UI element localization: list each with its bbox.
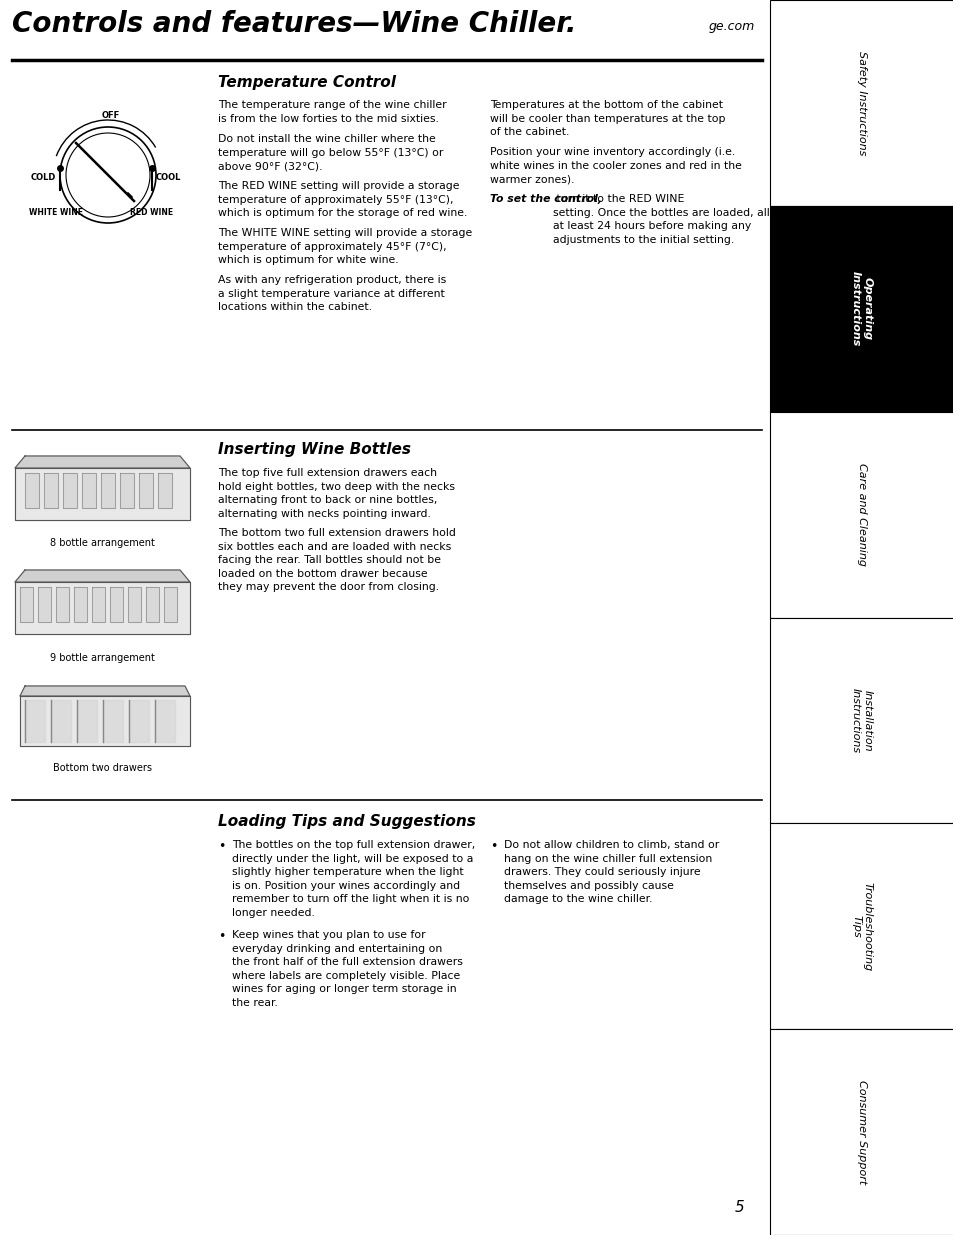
Text: Temperatures at the bottom of the cabinet
will be cooler than temperatures at th: Temperatures at the bottom of the cabine… [490, 100, 724, 137]
Text: WHITE WINE: WHITE WINE [29, 207, 83, 217]
Polygon shape [91, 587, 105, 622]
Polygon shape [164, 587, 177, 622]
Polygon shape [128, 587, 141, 622]
Text: Consumer Support: Consumer Support [856, 1079, 866, 1184]
Text: Inserting Wine Bottles: Inserting Wine Bottles [218, 442, 411, 457]
Text: OFF: OFF [102, 111, 120, 120]
Text: The top five full extension drawers each
hold eight bottles, two deep with the n: The top five full extension drawers each… [218, 468, 455, 519]
Text: Safety Instructions: Safety Instructions [856, 51, 866, 156]
Text: •: • [218, 930, 225, 944]
Polygon shape [15, 571, 190, 582]
Text: The WHITE WINE setting will provide a storage
temperature of approximately 45°F : The WHITE WINE setting will provide a st… [218, 228, 472, 266]
Polygon shape [15, 468, 190, 520]
Polygon shape [51, 700, 71, 742]
Text: The bottles on the top full extension drawer,
directly under the light, will be : The bottles on the top full extension dr… [232, 840, 475, 918]
Polygon shape [120, 473, 133, 508]
Polygon shape [101, 473, 115, 508]
Text: Do not install the wine chiller where the
temperature will go below 55°F (13°C) : Do not install the wine chiller where th… [218, 135, 443, 172]
Text: The temperature range of the wine chiller
is from the low forties to the mid six: The temperature range of the wine chille… [218, 100, 446, 124]
Bar [769, 618, 953, 824]
Polygon shape [25, 700, 45, 742]
Bar [769, 824, 953, 1029]
Polygon shape [74, 587, 87, 622]
Text: Temperature Control: Temperature Control [218, 75, 395, 90]
Text: Position your wine inventory accordingly (i.e.
white wines in the cooler zones a: Position your wine inventory accordingly… [490, 147, 741, 184]
Text: Installation
Instructions: Installation Instructions [850, 688, 872, 753]
Text: COLD: COLD [30, 173, 56, 183]
Text: turn it to the RED WINE
setting. Once the bottles are loaded, allow
at least 24 : turn it to the RED WINE setting. Once th… [553, 194, 784, 245]
Text: Bottom two drawers: Bottom two drawers [53, 763, 152, 773]
Text: The bottom two full extension drawers hold
six bottles each and are loaded with : The bottom two full extension drawers ho… [218, 529, 456, 593]
Polygon shape [139, 473, 152, 508]
Text: •: • [218, 840, 225, 853]
Text: Operating
Instructions: Operating Instructions [850, 270, 872, 347]
Polygon shape [158, 473, 172, 508]
Text: Troubleshooting
Tips: Troubleshooting Tips [850, 882, 872, 971]
Text: Loading Tips and Suggestions: Loading Tips and Suggestions [218, 814, 476, 829]
Text: The RED WINE setting will provide a storage
temperature of approximately 55°F (1: The RED WINE setting will provide a stor… [218, 182, 467, 219]
Text: Keep wines that you plan to use for
everyday drinking and entertaining on
the fr: Keep wines that you plan to use for ever… [232, 930, 462, 1008]
Polygon shape [38, 587, 51, 622]
Polygon shape [129, 700, 149, 742]
Polygon shape [146, 587, 159, 622]
Text: Do not allow children to climb, stand or
hang on the wine chiller full extension: Do not allow children to climb, stand or… [503, 840, 719, 904]
Text: To set the control,: To set the control, [490, 194, 601, 204]
Polygon shape [82, 473, 96, 508]
Text: 9 bottle arrangement: 9 bottle arrangement [50, 653, 154, 663]
Text: COOL: COOL [156, 173, 181, 183]
Text: 5: 5 [735, 1200, 744, 1215]
Polygon shape [154, 700, 174, 742]
Polygon shape [110, 587, 123, 622]
Polygon shape [77, 700, 97, 742]
Polygon shape [20, 697, 190, 746]
Polygon shape [63, 473, 77, 508]
Polygon shape [20, 587, 33, 622]
Text: Care and Cleaning: Care and Cleaning [856, 463, 866, 566]
Polygon shape [15, 456, 190, 468]
Text: •: • [490, 840, 497, 853]
Text: RED WINE: RED WINE [131, 207, 173, 217]
Bar [769, 411, 953, 618]
Polygon shape [25, 473, 39, 508]
Polygon shape [20, 685, 190, 697]
Polygon shape [15, 582, 190, 634]
Bar [769, 0, 953, 206]
Text: Controls and features—Wine Chiller.: Controls and features—Wine Chiller. [12, 10, 576, 38]
Bar [769, 206, 953, 411]
Polygon shape [56, 587, 69, 622]
Polygon shape [44, 473, 58, 508]
Polygon shape [103, 700, 123, 742]
Bar [769, 1029, 953, 1235]
Text: ge.com: ge.com [708, 20, 754, 33]
Text: As with any refrigeration product, there is
a slight temperature variance at dif: As with any refrigeration product, there… [218, 275, 446, 312]
Text: 8 bottle arrangement: 8 bottle arrangement [50, 538, 154, 548]
